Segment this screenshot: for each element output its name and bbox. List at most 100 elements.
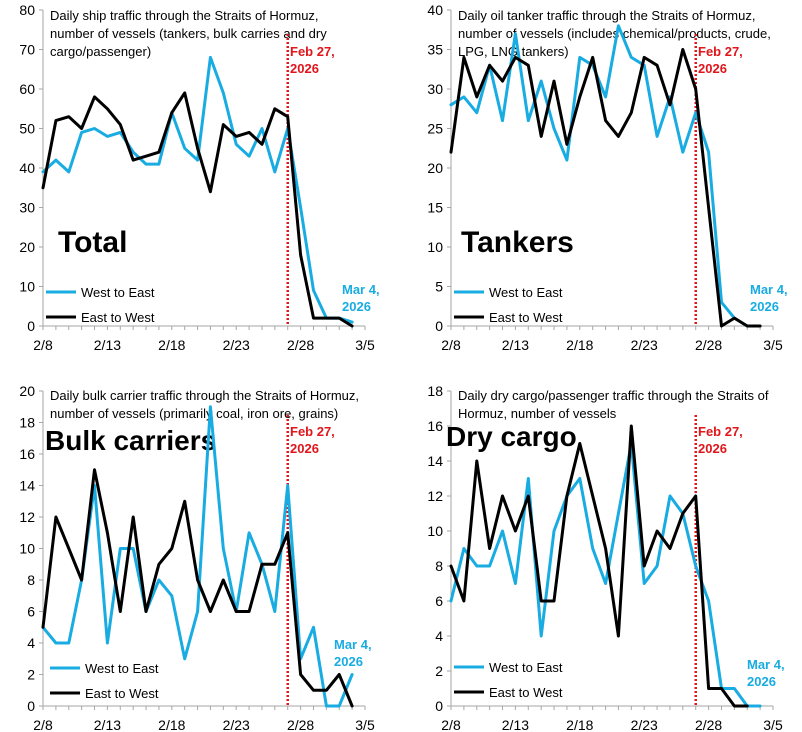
y-tick-label: 0 [27,698,35,714]
y-tick-label: 15 [427,200,443,216]
legend-label-east-to-west: East to West [489,310,563,325]
chart-title: number of vessels (primarily coal, iron … [50,406,338,421]
y-tick-label: 50 [19,121,35,137]
mar4-label: 2026 [342,299,371,314]
x-tick-label: 2/18 [566,717,593,732]
y-tick-label: 20 [19,239,35,255]
chart-title: cargo/passenger) [50,44,151,59]
x-tick-label: 2/8 [441,717,461,732]
y-tick-label: 25 [427,121,443,137]
chart-panel: 0 2 4 6 8 10 12 14 16 18 20 2/8 2/13 2/18 2/23 2/28 3/5 D… [19,383,375,732]
chart-big-label: Dry cargo [446,421,577,452]
y-tick-label: 0 [435,698,443,714]
legend-label-east-to-west: East to West [489,685,563,700]
y-tick-label: 16 [19,446,35,462]
chart-big-label: Total [58,226,127,259]
series-line-east-to-west [449,424,749,708]
y-tick-label: 18 [427,383,443,399]
y-tick-label: 5 [435,279,443,295]
legend-label-west-to-east: West to East [81,285,155,300]
y-tick-label: 0 [435,318,443,334]
chart-title: Daily dry cargo/passenger traffic throug… [458,388,769,403]
y-tick-label: 40 [19,160,35,176]
feb27-label: Feb 27, [698,44,743,59]
x-tick-label: 3/5 [355,337,375,353]
feb27-label: 2026 [698,61,727,76]
mar4-label: Mar 4, [334,637,372,652]
series-line-east-to-west [41,468,354,708]
y-tick-label: 40 [427,2,443,18]
y-tick-label: 16 [427,418,443,434]
y-tick-label: 18 [19,415,35,431]
mar4-label: Mar 4, [342,282,380,297]
x-tick-label: 2/13 [94,337,121,353]
chart-big-label: Bulk carriers [45,425,216,456]
mar4-label: 2026 [747,674,776,689]
x-tick-label: 2/23 [631,717,658,732]
mar4-label: Mar 4, [747,657,785,672]
feb27-label: Feb 27, [290,424,335,439]
y-tick-label: 35 [427,42,443,58]
y-tick-label: 20 [427,160,443,176]
y-tick-label: 80 [19,2,35,18]
y-tick-label: 8 [435,558,443,574]
y-tick-label: 60 [19,81,35,97]
series-line-east-to-west [41,91,354,328]
x-tick-label: 2/28 [287,337,314,353]
chart-title: Daily bulk carrier traffic through the S… [50,388,359,403]
x-tick-label: 2/23 [631,337,658,353]
y-tick-label: 2 [435,663,443,679]
mar4-label: Mar 4, [750,282,788,297]
feb27-label: 2026 [698,441,727,456]
y-tick-label: 30 [19,200,35,216]
x-tick-label: 2/28 [695,717,722,732]
x-tick-label: 2/28 [287,717,314,732]
legend-label-west-to-east: West to East [85,661,159,676]
legend-label-east-to-west: East to West [81,310,155,325]
x-tick-label: 2/18 [158,717,185,732]
y-tick-label: 0 [27,318,35,334]
x-tick-label: 2/18 [158,337,185,353]
feb27-label: Feb 27, [698,424,743,439]
y-tick-label: 10 [19,279,35,295]
y-tick-label: 20 [19,383,35,399]
chart-big-label: Tankers [461,226,574,259]
x-tick-label: 2/13 [502,717,529,732]
x-tick-label: 2/13 [94,717,121,732]
y-tick-label: 6 [435,593,443,609]
y-tick-label: 4 [435,628,443,644]
series-line-east-to-west [449,48,762,328]
y-tick-label: 6 [27,604,35,620]
y-tick-label: 10 [19,541,35,557]
y-tick-label: 12 [19,509,35,525]
feb27-label: 2026 [290,61,319,76]
y-tick-label: 10 [427,523,443,539]
y-tick-label: 70 [19,42,35,58]
x-tick-label: 3/5 [763,717,783,732]
mar4-label: 2026 [334,654,363,669]
y-tick-label: 14 [427,453,443,469]
x-tick-label: 2/18 [566,337,593,353]
y-tick-label: 8 [27,572,35,588]
feb27-label: 2026 [290,441,319,456]
chart-title: number of vessels (tankers, bulk carries… [50,26,327,41]
chart-title: Daily ship traffic through the Straits o… [50,8,319,23]
chart-title: number of vessels (includes chemical/pro… [458,26,771,41]
y-tick-label: 30 [427,81,443,97]
y-tick-label: 2 [27,667,35,683]
x-tick-label: 3/5 [355,717,375,732]
chart-panel: 0 2 4 6 8 10 12 14 16 18 2/8 2/13 2/18 2/23 2/28 3/5 Dai… [427,383,784,732]
x-tick-label: 2/13 [502,337,529,353]
chart-title: Daily oil tanker traffic through the Str… [458,8,755,23]
feb27-label: Feb 27, [290,44,335,59]
x-tick-label: 2/28 [695,337,722,353]
legend-label-west-to-east: West to East [489,660,563,675]
x-tick-label: 2/23 [223,337,250,353]
chart-panel: 0 10 20 30 40 50 60 70 80 2/8 2/13 2/18 2/23 2/28 3/5 D… [19,2,379,353]
series-line-west-to-east [449,442,762,708]
chart-title: Hormuz, number of vessels [458,406,617,421]
legend-label-east-to-west: East to West [85,686,159,701]
x-tick-label: 2/8 [33,337,53,353]
x-tick-label: 2/8 [441,337,461,353]
